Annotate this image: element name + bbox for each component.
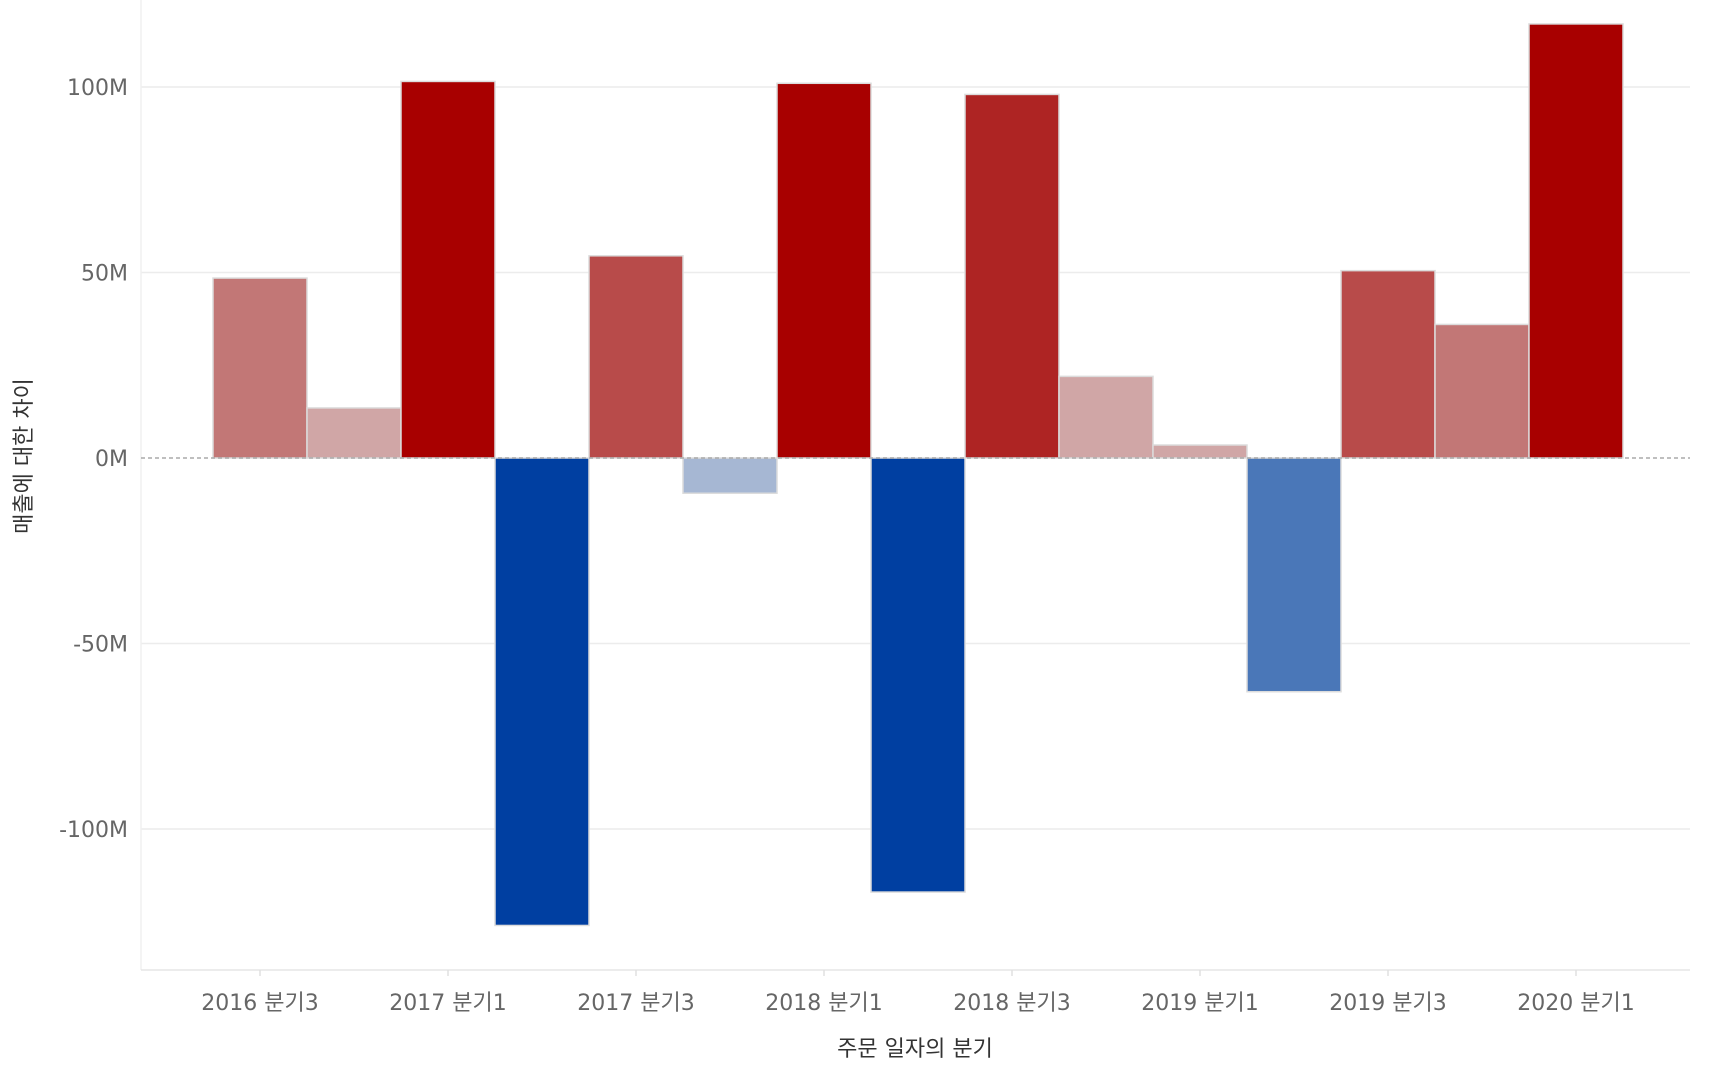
x-tick-label: 2018 분기1: [765, 991, 882, 1016]
y-tick-label: 100M: [67, 76, 128, 101]
bar: [588, 255, 684, 459]
bar: [870, 457, 966, 893]
bar: [1434, 323, 1530, 459]
bar: [306, 407, 402, 459]
x-tick-label: 2020 분기1: [1517, 991, 1634, 1016]
y-tick-label: 50M: [81, 262, 128, 287]
bars-layer: [212, 23, 1624, 927]
bar: [776, 82, 872, 459]
x-tick-label: 2018 분기3: [953, 991, 1070, 1016]
y-tick-label: -100M: [59, 818, 128, 843]
bar: [1152, 444, 1248, 459]
y-tick-labels: 100M 50M 0M -50M -100M: [59, 76, 128, 843]
x-tick-labels: 2016 분기3 2017 분기1 2017 분기3 2018 분기1 2018 분기3…: [201, 970, 1635, 1016]
bar: [682, 457, 778, 494]
y-tick-label: 0M: [95, 447, 128, 472]
bar: [400, 80, 496, 459]
bar: [1340, 269, 1436, 459]
x-tick-label: 2016 분기3: [201, 991, 318, 1016]
bar: [212, 277, 308, 459]
x-tick-label: 2019 분기3: [1329, 991, 1446, 1016]
x-axis-title: 주문 일자의 분기: [837, 1037, 993, 1062]
x-tick-label: 2017 분기3: [577, 991, 694, 1016]
bar: [1058, 375, 1154, 459]
y-axis-title: 매출에 대한 차이: [12, 378, 37, 534]
y-tick-label: -50M: [73, 633, 128, 658]
bar: [1246, 457, 1342, 693]
bar: [1528, 23, 1624, 459]
bar: [964, 93, 1060, 459]
x-tick-label: 2017 분기1: [389, 991, 506, 1016]
bar: [494, 457, 590, 927]
x-tick-label: 2019 분기1: [1141, 991, 1258, 1016]
